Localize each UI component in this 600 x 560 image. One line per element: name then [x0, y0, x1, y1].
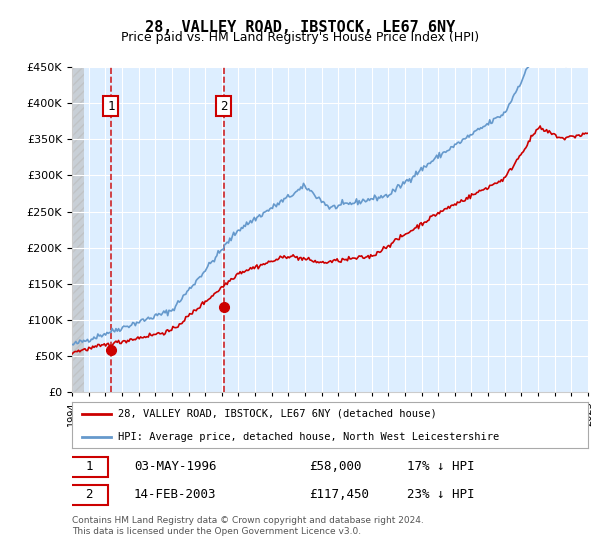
- FancyBboxPatch shape: [70, 485, 108, 505]
- Text: 23% ↓ HPI: 23% ↓ HPI: [407, 488, 475, 501]
- Text: 03-MAY-1996: 03-MAY-1996: [134, 460, 217, 473]
- FancyBboxPatch shape: [70, 457, 108, 477]
- Text: 1: 1: [85, 460, 93, 473]
- Text: Price paid vs. HM Land Registry's House Price Index (HPI): Price paid vs. HM Land Registry's House …: [121, 31, 479, 44]
- Text: Contains HM Land Registry data © Crown copyright and database right 2024.
This d: Contains HM Land Registry data © Crown c…: [72, 516, 424, 536]
- Text: 28, VALLEY ROAD, IBSTOCK, LE67 6NY (detached house): 28, VALLEY ROAD, IBSTOCK, LE67 6NY (deta…: [118, 409, 437, 418]
- Text: 14-FEB-2003: 14-FEB-2003: [134, 488, 217, 501]
- Bar: [72, 67, 85, 392]
- Text: 2: 2: [85, 488, 93, 501]
- Text: 1: 1: [107, 100, 115, 113]
- Text: £58,000: £58,000: [310, 460, 362, 473]
- Text: 28, VALLEY ROAD, IBSTOCK, LE67 6NY: 28, VALLEY ROAD, IBSTOCK, LE67 6NY: [145, 20, 455, 35]
- Text: 17% ↓ HPI: 17% ↓ HPI: [407, 460, 475, 473]
- Text: HPI: Average price, detached house, North West Leicestershire: HPI: Average price, detached house, Nort…: [118, 432, 500, 441]
- Text: £117,450: £117,450: [310, 488, 370, 501]
- Text: 2: 2: [220, 100, 227, 113]
